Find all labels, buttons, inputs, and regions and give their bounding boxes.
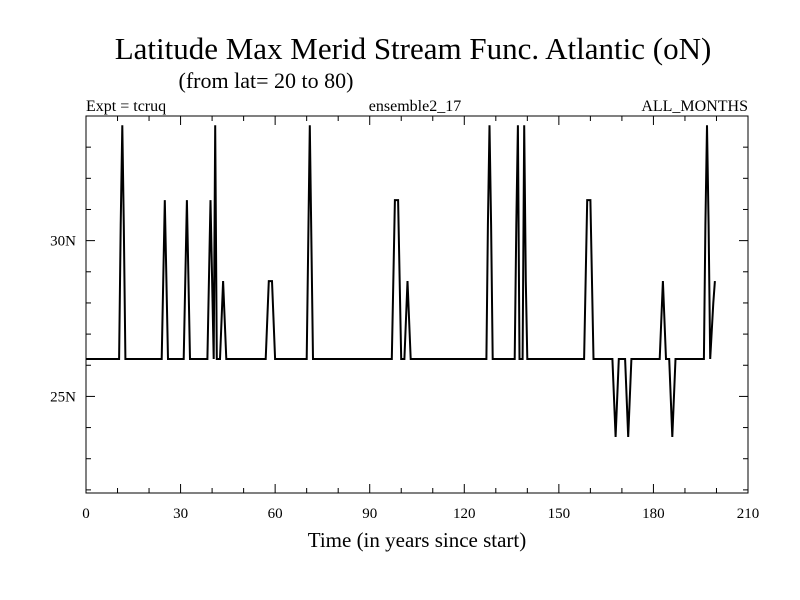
plot-frame [85, 115, 749, 494]
y-tick-label: 30N [50, 234, 76, 250]
header-ensemble: ensemble2_17 [369, 98, 461, 115]
x-axis-label: Time (in years since start) [308, 528, 527, 552]
chart-subtitle: (from lat= 20 to 80) [179, 68, 354, 93]
axis-ticks [85, 115, 749, 493]
x-tick-label: 0 [82, 506, 90, 522]
header-experiment: Expt = tcruq [86, 98, 166, 115]
axis-tick-labels: 0 30 60 90 120 150 180 210 25N 30N [50, 234, 759, 522]
series-line [86, 125, 716, 437]
x-tick-label: 30 [173, 506, 188, 522]
x-tick-label: 150 [548, 506, 571, 522]
x-tick-label: 60 [268, 506, 283, 522]
x-tick-label: 180 [642, 506, 665, 522]
x-tick-label: 210 [737, 506, 760, 522]
header-months: ALL_MONTHS [641, 98, 748, 115]
x-tick-label: 90 [362, 506, 377, 522]
chart-title: Latitude Max Merid Stream Func. Atlantic… [115, 31, 712, 66]
y-tick-label: 25N [50, 389, 76, 405]
x-tick-label: 120 [453, 506, 476, 522]
